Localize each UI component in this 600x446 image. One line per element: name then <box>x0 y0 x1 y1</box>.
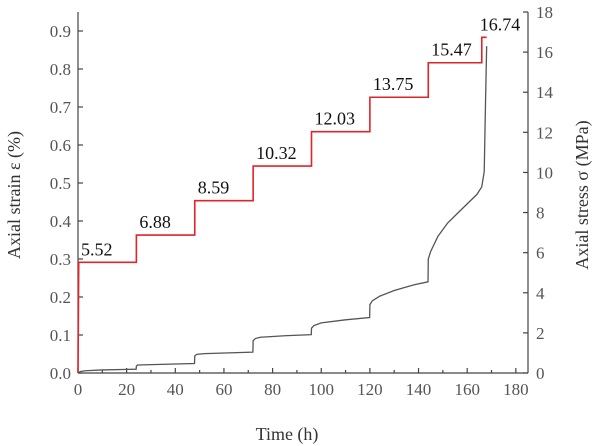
axes-group <box>77 12 529 374</box>
x-tick-label: 0 <box>74 380 83 399</box>
x-tick-label: 100 <box>308 380 334 399</box>
stress-step-label: 13.75 <box>373 74 414 94</box>
x-tick-label: 80 <box>264 380 281 399</box>
y-right-tick-label: 14 <box>536 83 554 102</box>
y-left-tick-label: 0.1 <box>50 326 71 345</box>
y-right-tick-label: 6 <box>536 244 545 263</box>
stress-step-label: 15.47 <box>431 40 472 60</box>
y-left-axis-title: Axial strain ε (%) <box>4 131 25 259</box>
y-left-tick-label: 0.4 <box>50 212 72 231</box>
strain-curve-line <box>77 46 488 374</box>
y-left-tick-label: 0.7 <box>50 98 72 117</box>
x-tick-label: 60 <box>215 380 232 399</box>
y-right-tick-label: 0 <box>536 364 545 383</box>
stress-step-label: 16.74 <box>480 14 521 34</box>
stress-step-label: 10.32 <box>256 143 297 163</box>
y-right-axis-title: Axial stress σ (MPa) <box>572 120 593 269</box>
y-right-tick-label: 18 <box>536 3 553 22</box>
x-tick-label: 180 <box>503 380 529 399</box>
y-left-tick-label: 0.6 <box>50 136 71 155</box>
y-right-tick-label: 10 <box>536 163 553 182</box>
x-tick-label: 20 <box>118 380 135 399</box>
y-right-tick-label: 2 <box>536 324 545 343</box>
stress-step-label: 8.59 <box>198 178 230 198</box>
y-left-tick-label: 0.0 <box>50 364 71 383</box>
y-right-tick-label: 12 <box>536 123 553 142</box>
y-left-tick-label: 0.8 <box>50 60 71 79</box>
y-left-tick-label: 0.5 <box>50 174 71 193</box>
x-tick-label: 140 <box>406 380 432 399</box>
y-left-tick-label: 0.2 <box>50 288 71 307</box>
x-tick-label: 160 <box>454 380 480 399</box>
x-tick-label: 40 <box>167 380 184 399</box>
x-axis-title: Time (h) <box>256 424 319 445</box>
y-left-tick-label: 0.3 <box>50 250 71 269</box>
y-right-tick-label: 4 <box>536 284 545 303</box>
y-right-tick-label: 8 <box>536 204 545 223</box>
y-right-tick-label: 16 <box>536 43 553 62</box>
ticks-group: 0 20 40 60 80 100 120 140 160 1800.00.10.20.30.40… <box>50 3 554 399</box>
stress-step-label: 12.03 <box>315 109 356 129</box>
stress-step-label: 5.52 <box>81 239 113 259</box>
stress-step-label: 6.88 <box>139 212 171 232</box>
y-left-tick-label: 0.9 <box>50 22 71 41</box>
x-tick-label: 120 <box>357 380 383 399</box>
series-group <box>77 36 488 374</box>
stress-step-line <box>77 36 487 374</box>
labels-group: 5.52 6.88 8.59 10.32 12.03 13.75 15.47 16.74 <box>81 14 520 259</box>
